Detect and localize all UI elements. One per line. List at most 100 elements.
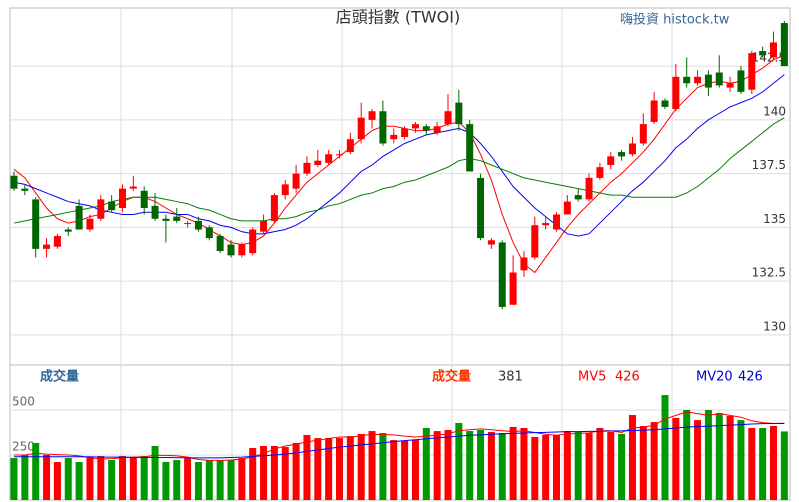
y-tick-label: 130 xyxy=(763,319,786,333)
volume-bar xyxy=(162,462,170,500)
volume-bar xyxy=(607,431,615,500)
volume-bar xyxy=(32,442,40,500)
volume-bar xyxy=(585,433,593,500)
candle-body xyxy=(43,244,51,249)
volume-bar xyxy=(368,431,376,500)
volume-bar xyxy=(770,426,777,500)
volume-bar xyxy=(357,433,365,500)
candle-body xyxy=(477,177,485,239)
candle-body xyxy=(379,111,387,144)
candle-body xyxy=(726,83,734,88)
candle-body xyxy=(628,143,636,155)
volume-bar xyxy=(650,422,658,500)
volume-bar xyxy=(487,431,495,500)
volume-bar xyxy=(422,428,430,500)
volume-bar xyxy=(509,426,517,500)
volume-bar xyxy=(455,422,463,500)
volume-bar xyxy=(119,456,126,500)
summary-name: MV5 xyxy=(578,370,606,385)
candle-body xyxy=(336,154,343,156)
ma-line xyxy=(14,422,785,459)
volume-bar xyxy=(303,435,311,500)
candle-body xyxy=(553,214,560,230)
candle-body xyxy=(162,218,170,221)
volume-bar xyxy=(411,440,419,500)
y-tick-label: 140 xyxy=(763,104,786,118)
candle-body xyxy=(574,195,582,200)
volume-bar xyxy=(466,431,474,500)
volume-bar xyxy=(270,446,278,500)
candle-body xyxy=(770,42,777,58)
volume-bar xyxy=(379,433,387,500)
candle-body xyxy=(694,76,702,84)
volume-bar xyxy=(21,455,29,500)
candle-body xyxy=(119,188,126,209)
candle-body xyxy=(53,235,61,247)
volume-bar xyxy=(694,420,702,500)
volume-bar xyxy=(336,438,343,500)
candle-body xyxy=(249,229,257,254)
volume-bar xyxy=(520,428,528,500)
volume-bar xyxy=(75,462,83,500)
candle-body xyxy=(607,156,615,165)
candle-body xyxy=(704,74,712,88)
candle-body xyxy=(194,220,202,230)
plot-frame xyxy=(9,7,791,501)
volume-bar xyxy=(281,447,289,500)
candle-body xyxy=(520,257,528,271)
candle-body xyxy=(487,240,495,245)
candle-body xyxy=(748,53,756,90)
volume-bar xyxy=(748,428,756,500)
volume-bar xyxy=(10,458,18,500)
volume-bar xyxy=(563,431,571,500)
candle-body xyxy=(596,167,604,178)
candle-body xyxy=(129,186,137,189)
summary-name: 成交量 xyxy=(432,369,471,385)
y-tick-label: 132.5 xyxy=(752,266,786,280)
volume-bar xyxy=(173,460,181,500)
volume-bar xyxy=(542,435,550,500)
volume-bar xyxy=(53,462,61,500)
candle-body xyxy=(509,272,517,305)
candle-body xyxy=(325,154,333,163)
volume-bar xyxy=(574,431,582,500)
volume-bar xyxy=(498,433,506,500)
volume-bar xyxy=(205,460,213,500)
volume-bar xyxy=(64,458,72,500)
candle-body xyxy=(86,218,94,230)
volume-bar xyxy=(86,456,94,500)
volume-bar xyxy=(639,426,647,500)
candle-body xyxy=(444,111,452,125)
volume-bar xyxy=(596,428,604,500)
ma-line xyxy=(13,74,785,237)
volume-bar xyxy=(43,455,51,500)
volume-bar xyxy=(628,415,636,500)
candle-body xyxy=(368,111,376,120)
volume-bar xyxy=(390,440,398,500)
candle-body xyxy=(173,216,181,221)
y-tick-label: 137.5 xyxy=(752,158,786,172)
candle-body xyxy=(140,190,148,209)
volume-bar xyxy=(249,447,257,500)
candle-body xyxy=(433,126,441,133)
vertical-grid xyxy=(120,8,673,500)
volume-bar xyxy=(97,456,105,500)
candle-body xyxy=(346,139,354,153)
candle-body xyxy=(715,72,723,86)
candle-body xyxy=(390,134,398,140)
candle-body xyxy=(672,76,680,110)
candle-body xyxy=(314,160,322,165)
candle-body xyxy=(357,117,365,140)
candle-body xyxy=(466,124,474,172)
volume-bar xyxy=(129,456,137,500)
candle-body xyxy=(205,227,213,239)
candle-body xyxy=(411,124,419,129)
volume-bar xyxy=(433,431,441,500)
volume-bar xyxy=(151,446,159,500)
volume-bar xyxy=(477,429,485,500)
candle-body xyxy=(498,242,506,307)
volume-bar xyxy=(531,437,539,500)
y-tick-label: 135 xyxy=(763,212,786,226)
volume-bar xyxy=(140,456,148,500)
volume-bar xyxy=(737,420,745,500)
